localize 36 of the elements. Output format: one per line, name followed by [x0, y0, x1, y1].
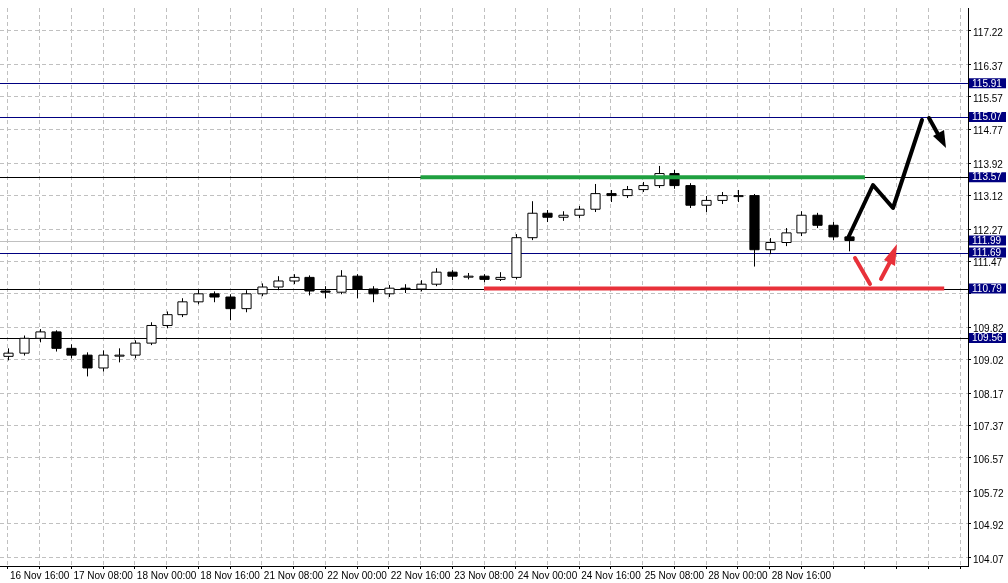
x-tick-label: 25 Nov 08:00	[644, 569, 705, 581]
ref-line-label: 111.69	[972, 246, 1002, 258]
y-tick-label: 112.27	[973, 225, 1004, 237]
y-tick-label: 113.12	[973, 190, 1004, 202]
x-tick-label: 18 Nov 16:00	[200, 569, 261, 581]
y-tick-label: 104.92	[973, 519, 1005, 531]
ref-line-label: 115.91	[972, 77, 1003, 89]
x-tick-label: 18 Nov 00:00	[136, 569, 197, 581]
y-tick-label: 109.02	[973, 355, 1005, 367]
y-tick-label: 107.37	[973, 421, 1005, 433]
ref-line-label: 111.99	[972, 234, 1002, 246]
ref-line-label: 109.56	[972, 332, 1004, 344]
ref-line-label: 113.57	[972, 171, 1003, 183]
y-tick-label: 117.22	[973, 26, 1004, 38]
y-tick-label: 113.92	[973, 158, 1004, 170]
x-tick-label: 28 Nov 00:00	[708, 569, 769, 581]
y-tick-label: 109.82	[973, 323, 1005, 335]
x-tick-label: 23 Nov 08:00	[454, 569, 515, 581]
y-tick-label: 116.37	[973, 60, 1004, 72]
y-tick-label: 106.57	[973, 453, 1005, 465]
ref-line-label: 115.07	[972, 111, 1003, 123]
x-tick-label: 17 Nov 08:00	[73, 569, 134, 581]
x-tick-label: 28 Nov 16:00	[771, 569, 832, 581]
x-tick-label: 24 Nov 16:00	[581, 569, 642, 581]
y-tick-label: 108.17	[973, 389, 1005, 401]
y-tick-label: 104.07	[973, 553, 1005, 565]
ref-line-label: 110.79	[972, 282, 1003, 294]
x-tick-label: 21 Nov 08:00	[263, 569, 324, 581]
y-tick-label: 114.77	[973, 124, 1004, 136]
x-tick-label: 22 Nov 16:00	[390, 569, 451, 581]
y-tick-label: 115.57	[973, 92, 1004, 104]
y-tick-label: 111.47	[973, 257, 1003, 269]
x-tick-label: 16 Nov 16:00	[9, 569, 70, 581]
y-tick-label: 105.72	[973, 487, 1005, 499]
x-tick-label: 22 Nov 00:00	[327, 569, 388, 581]
x-tick-label: 24 Nov 00:00	[517, 569, 578, 581]
